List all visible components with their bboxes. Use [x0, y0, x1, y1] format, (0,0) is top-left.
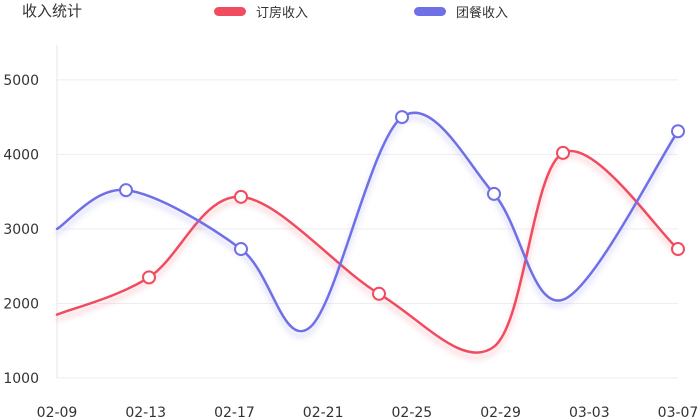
x-tick-label: 02-21	[303, 405, 344, 420]
axes: 1000 2000 3000 4000 5000 02-09 02-13 02-17 02-21…	[3, 45, 698, 420]
data-point-marker	[487, 186, 501, 201]
y-tick-label: 3000	[3, 222, 39, 238]
y-tick-label: 4000	[3, 147, 39, 163]
data-point-marker	[142, 270, 156, 285]
x-tick-label: 02-09	[37, 405, 78, 420]
marker-layer	[119, 110, 685, 301]
y-tick-label: 1000	[3, 371, 39, 387]
series-line-room-revenue	[55, 149, 680, 354]
data-point-marker	[395, 110, 409, 125]
data-point-marker	[234, 242, 248, 257]
data-point-marker	[671, 124, 685, 139]
legend-swatch	[414, 7, 446, 16]
grid	[57, 79, 678, 379]
x-tick-label: 02-13	[125, 405, 166, 420]
y-tick-label: 5000	[3, 73, 39, 89]
series-layer	[55, 111, 680, 354]
legend-item-group-meal-revenue[interactable]: 团餐收入	[414, 2, 508, 21]
legend-label: 团餐收入	[456, 6, 509, 21]
series-line-group-meal-revenue	[55, 111, 680, 333]
x-tick-label: 03-03	[569, 405, 610, 420]
legend-item-room-revenue[interactable]: 订房收入	[214, 2, 308, 21]
x-tick-label: 02-25	[392, 405, 433, 420]
legend-swatch	[214, 7, 246, 16]
legend-label: 订房收入	[256, 6, 309, 21]
chart-title: 收入统计	[22, 2, 83, 20]
data-point-marker	[119, 183, 133, 198]
x-tick-label: 02-29	[480, 405, 521, 420]
data-point-marker	[556, 145, 570, 160]
data-point-marker	[234, 189, 248, 204]
data-point-marker	[372, 286, 386, 301]
x-tick-label: 02-17	[214, 405, 255, 420]
x-tick-label: 03-07	[658, 405, 699, 420]
data-point-marker	[671, 242, 685, 257]
y-tick-label: 2000	[3, 296, 39, 312]
